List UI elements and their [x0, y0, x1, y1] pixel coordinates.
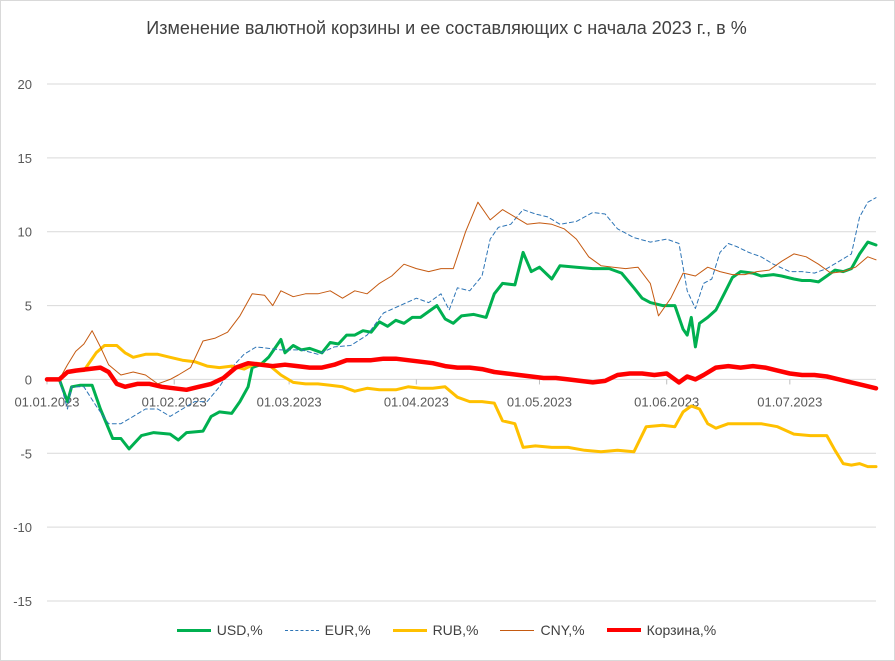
- legend-label: CNY,%: [540, 622, 585, 638]
- y-tick-label: -10: [13, 520, 32, 535]
- legend: USD,% EUR,% RUB,% CNY,% Корзина,%: [0, 622, 893, 638]
- legend-item: RUB,%: [392, 622, 479, 638]
- series-line-0: [45, 240, 878, 451]
- legend-swatch: [284, 629, 319, 631]
- legend-label: EUR,%: [324, 622, 371, 638]
- x-tick-label: 01.04.2023: [384, 394, 449, 409]
- legend-item: USD,%: [176, 622, 263, 638]
- y-tick-label: 15: [18, 151, 32, 166]
- y-tick-label: 5: [25, 299, 32, 314]
- legend-label: Корзина,%: [646, 622, 717, 638]
- series-lines: [44, 197, 879, 469]
- legend-swatch: [392, 628, 427, 632]
- x-tick-label: 01.07.2023: [757, 394, 822, 409]
- y-tick-label: 0: [25, 372, 32, 387]
- series-line-2: [45, 344, 878, 469]
- legend-label: USD,%: [216, 622, 263, 638]
- series-line-3: [46, 201, 877, 385]
- series-line-1: [46, 197, 877, 425]
- chart-title: Изменение валютной корзины и ее составля…: [146, 18, 747, 38]
- legend-item: Корзина,%: [606, 622, 717, 638]
- y-axis: 20 15 10 5 0 -5 -10 -15: [13, 77, 32, 609]
- legend-swatch: [176, 628, 211, 632]
- y-tick-label: 10: [18, 225, 32, 240]
- legend-item: CNY,%: [500, 622, 585, 638]
- y-tick-label: -5: [20, 446, 32, 461]
- x-axis: 01.01.2023 01.02.2023 01.03.2023 01.04.2023…: [14, 379, 822, 409]
- gridlines: [47, 83, 876, 602]
- legend-item: EUR,%: [284, 622, 371, 638]
- legend-swatch: [606, 628, 641, 632]
- y-tick-label: -15: [13, 594, 32, 609]
- x-tick-label: 01.05.2023: [507, 394, 572, 409]
- series-line-4: [44, 356, 879, 393]
- legend-label: RUB,%: [432, 622, 479, 638]
- legend-swatch: [500, 629, 535, 631]
- y-tick-label: 20: [18, 77, 32, 92]
- x-tick-label: 01.02.2023: [142, 394, 207, 409]
- x-tick-label: 01.06.2023: [634, 394, 699, 409]
- x-tick-label: 01.03.2023: [257, 394, 322, 409]
- x-tick-label: 01.01.2023: [14, 394, 79, 409]
